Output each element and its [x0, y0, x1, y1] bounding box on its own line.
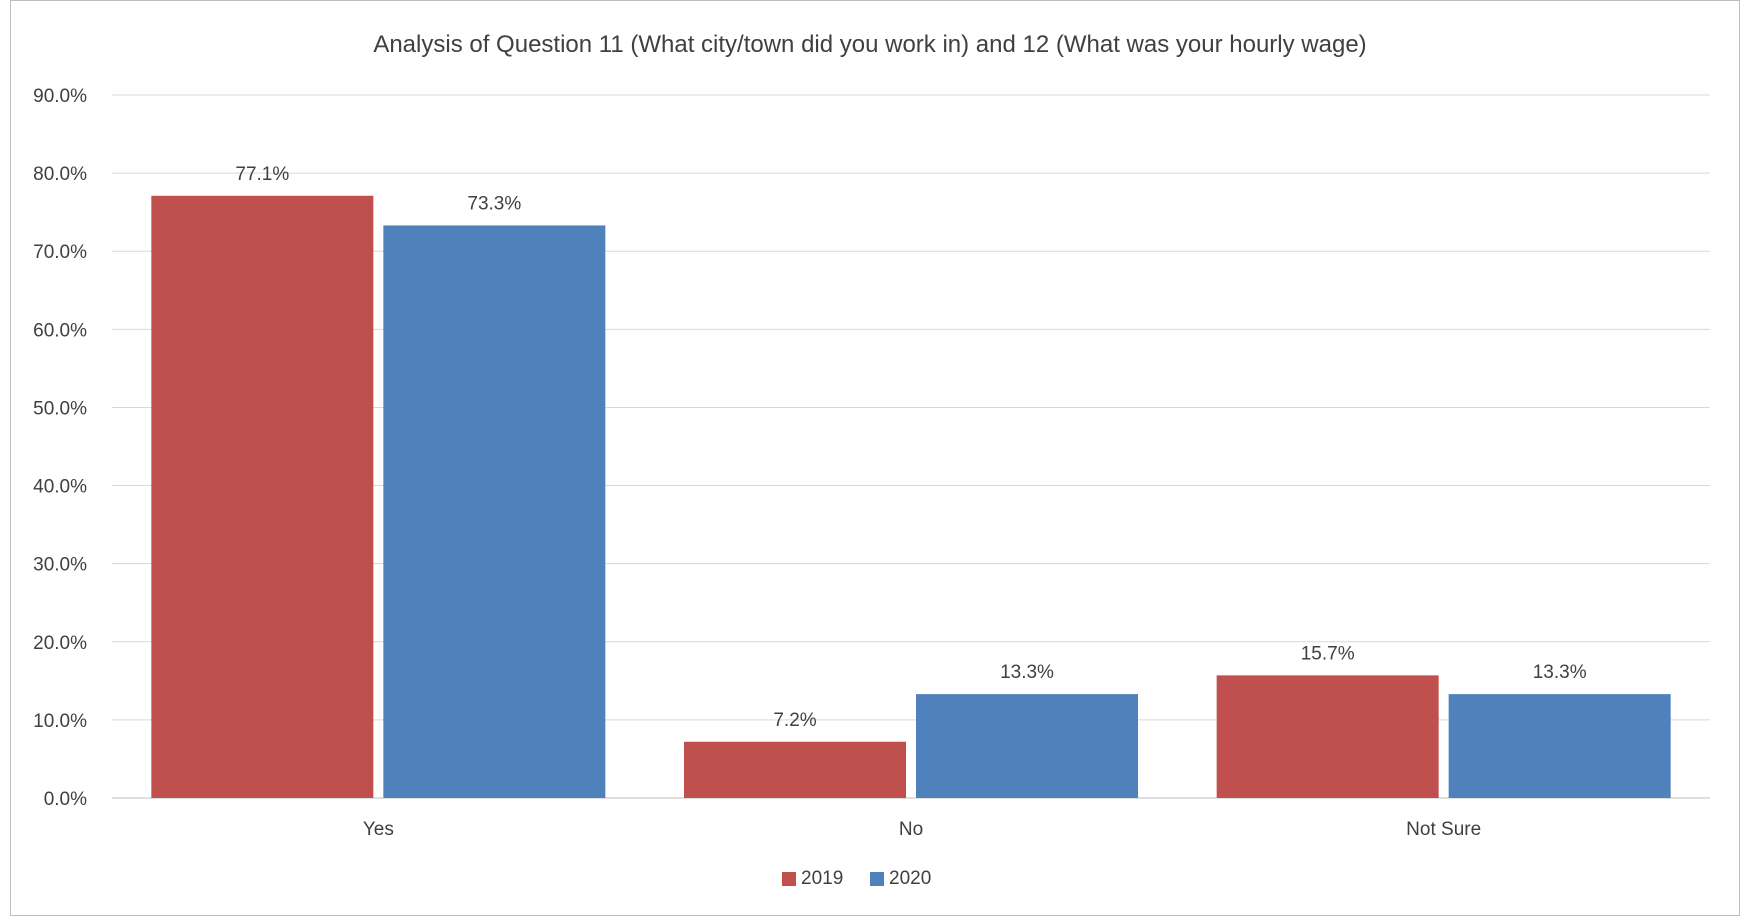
bar-2020-not-sure — [1448, 694, 1671, 798]
bar-2020-no — [916, 694, 1138, 798]
x-category-label: No — [899, 819, 923, 840]
data-label: 13.3% — [1000, 662, 1054, 683]
x-category-label: Not Sure — [1406, 819, 1481, 840]
y-tick-label: 20.0% — [33, 633, 87, 654]
x-category-label: Yes — [363, 819, 394, 840]
y-tick-label: 60.0% — [33, 320, 87, 341]
legend: 2019 2020 — [782, 868, 931, 889]
data-label: 15.7% — [1301, 643, 1355, 664]
y-tick-label: 50.0% — [33, 398, 87, 419]
y-tick-label: 30.0% — [33, 555, 87, 576]
y-tick-label: 40.0% — [33, 477, 87, 498]
data-labels: 77.1% 73.3% 7.2% 13.3% 15.7% 13.3% — [235, 164, 1586, 731]
data-label: 13.3% — [1533, 662, 1587, 683]
data-label: 73.3% — [467, 193, 521, 214]
legend-swatch — [782, 872, 796, 886]
bar-2019-yes — [151, 195, 374, 799]
x-axis-categories: Yes No Not Sure — [363, 819, 1481, 840]
bar-2019-not-sure — [1216, 675, 1439, 798]
bar-2020-yes — [383, 225, 606, 798]
y-tick-label: 80.0% — [33, 164, 87, 185]
y-tick-label: 0.0% — [44, 789, 87, 810]
data-label: 7.2% — [773, 710, 816, 731]
legend-label: 2020 — [889, 868, 931, 889]
y-tick-label: 90.0% — [33, 86, 87, 107]
y-tick-label: 70.0% — [33, 242, 87, 263]
chart-title: Analysis of Question 11 (What city/town … — [373, 31, 1366, 58]
y-tick-label: 10.0% — [33, 711, 87, 732]
bars — [151, 195, 1671, 799]
data-label: 77.1% — [235, 164, 289, 185]
legend-label: 2019 — [801, 868, 843, 889]
bar-2019-no — [684, 741, 906, 798]
legend-swatch — [870, 872, 884, 886]
gridlines — [112, 94, 1710, 799]
y-axis-ticks: 0.0% 10.0% 20.0% 30.0% 40.0% 50.0% 60.0% 70.0% 8… — [33, 86, 87, 810]
